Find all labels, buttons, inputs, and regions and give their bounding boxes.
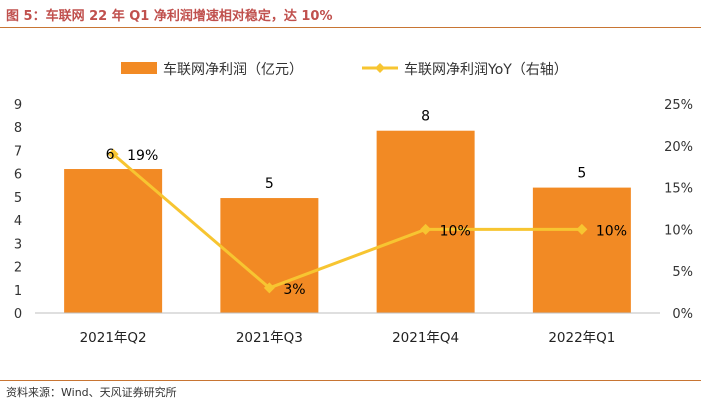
category-label: 2021年Q4 [392,330,459,346]
legend-label-bar: 车联网净利润（亿元） [163,61,303,78]
top-rule [0,27,701,28]
left-tick-label: 3 [14,237,22,252]
right-tick-label: 0% [672,307,693,322]
right-tick-label: 15% [664,182,693,197]
yoy-point-1 [107,148,119,160]
bar-value-label: 5 [265,176,274,192]
category-label: 2021年Q3 [236,330,303,346]
right-tick-label: 25% [664,98,693,113]
left-tick-label: 0 [14,307,22,322]
bar-3 [376,130,475,313]
yoy-value-label: 10% [440,223,471,239]
legend-swatch-bar [121,62,157,74]
chart: 车联网净利润（亿元） 车联网净利润YoY（右轴） 0 1 2 3 4 5 6 7 8 9 0% 5% 1… [14,61,693,346]
legend-marker-line [375,63,385,73]
yoy-point-4 [576,223,588,235]
right-tick-label: 20% [664,140,693,155]
yoy-value-label: 10% [596,223,627,239]
category-labels: 2021年Q2 2021年Q3 2021年Q4 2022年Q1 [80,330,616,346]
left-tick-label: 2 [14,261,22,276]
yoy-point-3 [420,223,432,235]
left-tick-label: 8 [14,121,22,136]
figure-title: 图 5：车联网 22 年 Q1 净利润增速相对稳定，达 10% [6,9,333,24]
category-label: 2021年Q2 [80,330,147,346]
left-tick-label: 7 [14,144,22,159]
category-label: 2022年Q1 [548,330,615,346]
source-note: 资料来源：Wind、天风证券研究所 [6,386,177,399]
left-tick-label: 1 [14,284,22,299]
bar-value-label: 8 [421,109,430,125]
bar-4 [532,187,631,313]
bar-1 [64,169,163,313]
bar-value-label: 6 [106,147,115,163]
yoy-point-2 [263,282,275,294]
right-axis: 0% 5% 10% 15% 20% 25% [664,98,693,322]
bar-2 [220,198,319,313]
left-axis: 0 1 2 3 4 5 6 7 8 9 [14,98,22,322]
bar-series [64,130,631,313]
legend-label-line: 车联网净利润YoY（右轴） [404,61,568,78]
right-tick-label: 10% [664,223,693,238]
yoy-line [112,153,582,290]
line-series [107,148,588,294]
left-tick-label: 9 [14,98,22,113]
yoy-value-label: 3% [283,282,305,298]
left-tick-label: 5 [14,191,22,206]
bar-value-label: 5 [577,166,586,182]
left-tick-label: 4 [14,214,22,229]
chart-legend: 车联网净利润（亿元） 车联网净利润YoY（右轴） [121,61,568,78]
bottom-rule [0,380,701,381]
yoy-value-label: 19% [127,148,158,164]
data-labels: 6 5 8 5 19% 3% 10% 10% [106,109,627,298]
left-tick-label: 6 [14,168,22,183]
right-tick-label: 5% [672,265,693,280]
